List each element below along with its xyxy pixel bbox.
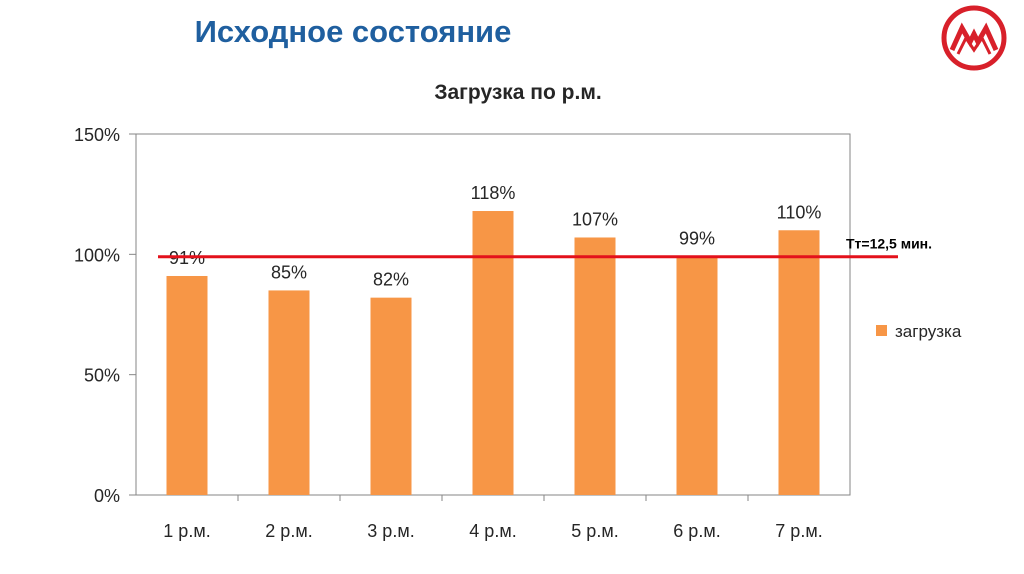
bar-value-label: 110% [777, 202, 822, 222]
bar [676, 256, 718, 495]
y-tick-label: 100% [74, 245, 120, 265]
x-tick-label: 1 р.м. [163, 521, 210, 541]
y-tick-label: 0% [94, 486, 120, 506]
company-logo-icon [941, 5, 1007, 71]
y-tick-label: 50% [84, 366, 120, 386]
x-tick-label: 7 р.м. [775, 521, 822, 541]
bar-series [166, 211, 820, 495]
y-axis: 0% 50% 100% 150% [74, 125, 136, 506]
x-tick-label: 2 р.м. [265, 521, 312, 541]
bar-value-label: 107% [572, 209, 618, 229]
data-labels: 91%85%82%118%107%99%110% [169, 183, 821, 290]
x-tick-label: 3 р.м. [367, 521, 414, 541]
legend-label: загрузка [895, 322, 962, 341]
x-tick-label: 5 р.м. [571, 521, 618, 541]
bar-value-label: 82% [373, 270, 409, 290]
bar [166, 275, 208, 495]
bar [574, 237, 616, 495]
legend-swatch [876, 325, 887, 336]
y-tick-label: 150% [74, 125, 120, 145]
x-tick-label: 4 р.м. [469, 521, 516, 541]
bar [472, 211, 514, 495]
chart-title: Загрузка по р.м. [434, 81, 601, 104]
x-axis: 1 р.м. 2 р.м. 3 р.м. 4 р.м. 5 р.м. 6 р.м. 7 р.… [163, 495, 823, 541]
takt-time-label: Тт=12,5 мин. [846, 236, 932, 252]
x-tick-label: 6 р.м. [673, 521, 720, 541]
bar [268, 290, 310, 495]
legend: загрузка [876, 322, 962, 341]
bar-value-label: 99% [679, 229, 715, 249]
bar-value-label: 85% [271, 262, 307, 282]
bar [370, 297, 412, 495]
bar-value-label: 118% [471, 183, 516, 203]
bar [778, 230, 820, 495]
